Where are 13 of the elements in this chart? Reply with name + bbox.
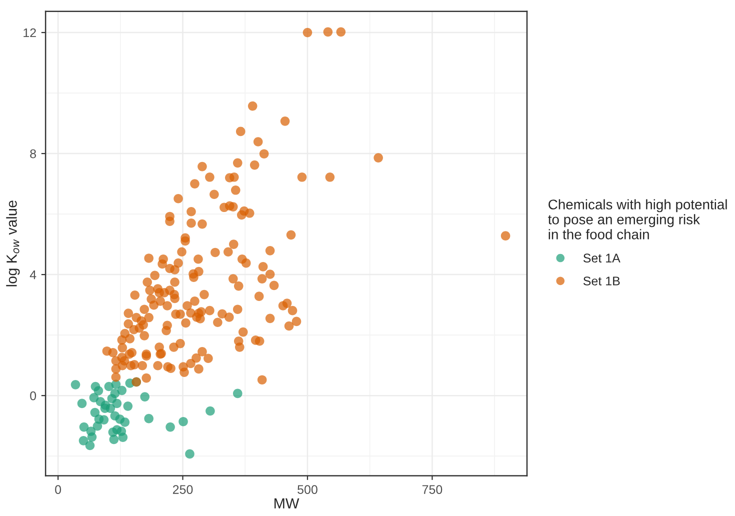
y-tick-label: 12: [24, 28, 36, 38]
y-tick-label: 4: [30, 270, 36, 280]
y-tick-label: 8: [30, 149, 36, 158]
x-tick-label: 750: [422, 485, 442, 494]
legend-title: Chemicals with high potential to pose an emerging risk in the food chain: [548, 199, 727, 240]
legend-label: Set 1A: [583, 254, 620, 263]
x-tick-label: 500: [298, 485, 318, 494]
y-tick-label: 0: [30, 391, 36, 400]
x-tick-label: 0: [55, 485, 62, 494]
x-axis-title: MW: [274, 498, 300, 508]
y-axis-title: log K$_{ow}$ value: [6, 200, 20, 286]
x-tick-label: 250: [172, 485, 193, 494]
legend-label: Set 1B: [583, 276, 620, 286]
